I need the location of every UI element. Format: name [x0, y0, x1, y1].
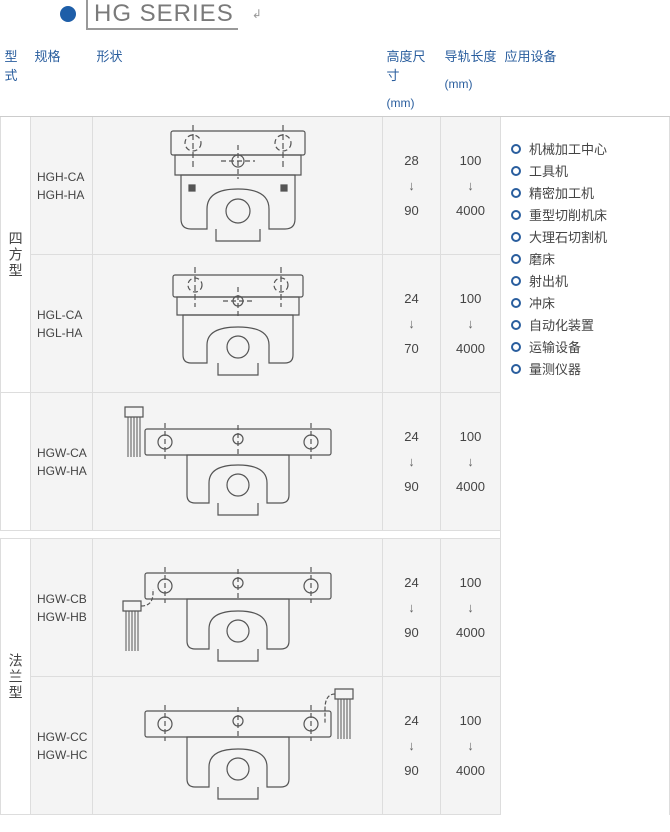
table-header-row: 型式 规格 形状 高度尺寸 (mm) 导轨长度 (mm) 应用设备 — [1, 36, 670, 117]
bullet-ring-icon — [511, 254, 521, 264]
col-type: 型式 — [1, 36, 31, 117]
down-arrow-icon: ↓ — [408, 738, 415, 753]
application-label: 运输设备 — [529, 337, 581, 356]
application-item: 冲床 — [511, 293, 663, 312]
shape-cell — [93, 117, 383, 255]
rail-cell: 100 ↓ 4000 — [441, 393, 501, 531]
title-bullet-icon — [60, 6, 76, 22]
bullet-ring-icon — [511, 364, 521, 374]
shape-cell — [93, 393, 383, 531]
rail-cell: 100 ↓ 4000 — [441, 539, 501, 677]
application-item: 射出机 — [511, 271, 663, 290]
application-item: 重型切削机床 — [511, 205, 663, 224]
spec-cell: HGW-CC HGW-HC — [31, 677, 93, 815]
down-arrow-icon: ↓ — [467, 178, 474, 193]
application-item: 磨床 — [511, 249, 663, 268]
diagram-hgh — [103, 123, 373, 248]
applications-cell: 机械加工中心工具机精密加工机重型切削机床大理石切割机磨床射出机冲床自动化装置运输… — [501, 117, 670, 815]
application-item: 运输设备 — [511, 337, 663, 356]
title-marker: ↲ — [252, 7, 262, 21]
col-height: 高度尺寸 (mm) — [383, 36, 441, 117]
down-arrow-icon: ↓ — [467, 454, 474, 469]
bullet-ring-icon — [511, 166, 521, 176]
bullet-ring-icon — [511, 276, 521, 286]
application-label: 射出机 — [529, 271, 568, 290]
bullet-ring-icon — [511, 232, 521, 242]
application-label: 自动化装置 — [529, 315, 594, 334]
diagram-hgw-ca — [103, 399, 373, 524]
application-label: 机械加工中心 — [529, 139, 607, 158]
diagram-hgw-cc — [103, 683, 373, 808]
spec-cell: HGW-CB HGW-HB — [31, 539, 93, 677]
col-shape: 形状 — [93, 36, 383, 117]
bullet-ring-icon — [511, 342, 521, 352]
rail-cell: 100 ↓ 4000 — [441, 255, 501, 393]
application-item: 大理石切割机 — [511, 227, 663, 246]
application-label: 磨床 — [529, 249, 555, 268]
application-label: 精密加工机 — [529, 183, 594, 202]
col-apps: 应用设备 — [501, 36, 670, 117]
col-spec: 规格 — [31, 36, 93, 117]
height-cell: 24 ↓ 90 — [383, 393, 441, 531]
bullet-ring-icon — [511, 210, 521, 220]
application-item: 量测仪器 — [511, 359, 663, 378]
application-item: 工具机 — [511, 161, 663, 180]
spec-cell: HGW-CA HGW-HA — [31, 393, 93, 531]
bullet-ring-icon — [511, 188, 521, 198]
shape-cell — [93, 255, 383, 393]
down-arrow-icon: ↓ — [467, 738, 474, 753]
application-label: 冲床 — [529, 293, 555, 312]
down-arrow-icon: ↓ — [408, 178, 415, 193]
rail-cell: 100 ↓ 4000 — [441, 117, 501, 255]
application-item: 自动化装置 — [511, 315, 663, 334]
bullet-ring-icon — [511, 320, 521, 330]
diagram-hgw-cb — [103, 545, 373, 670]
rail-cell: 100 ↓ 4000 — [441, 677, 501, 815]
bullet-ring-icon — [511, 144, 521, 154]
page-title: HG SERIES — [88, 0, 240, 28]
spec-cell: HGL-CA HGL-HA — [31, 255, 93, 393]
application-label: 大理石切割机 — [529, 227, 607, 246]
shape-cell — [93, 539, 383, 677]
height-cell: 24 ↓ 70 — [383, 255, 441, 393]
application-label: 量测仪器 — [529, 359, 581, 378]
height-cell: 24 ↓ 90 — [383, 677, 441, 815]
application-item: 机械加工中心 — [511, 139, 663, 158]
shape-cell — [93, 677, 383, 815]
bullet-ring-icon — [511, 298, 521, 308]
type-flange: 法兰型 — [1, 539, 31, 815]
height-cell: 28 ↓ 90 — [383, 117, 441, 255]
down-arrow-icon: ↓ — [467, 600, 474, 615]
application-label: 重型切削机床 — [529, 205, 607, 224]
down-arrow-icon: ↓ — [408, 600, 415, 615]
spec-cell: HGH-CA HGH-HA — [31, 117, 93, 255]
spec-table: 型式 规格 形状 高度尺寸 (mm) 导轨长度 (mm) 应用设备 四方型 HG… — [0, 36, 670, 815]
type-square: 四方型 — [1, 117, 31, 393]
down-arrow-icon: ↓ — [467, 316, 474, 331]
application-label: 工具机 — [529, 161, 568, 180]
table-row: 四方型 HGH-CA HGH-HA — [1, 117, 670, 255]
height-cell: 24 ↓ 90 — [383, 539, 441, 677]
down-arrow-icon: ↓ — [408, 454, 415, 469]
type-gap — [1, 393, 31, 531]
down-arrow-icon: ↓ — [408, 316, 415, 331]
diagram-hgl — [103, 261, 373, 386]
application-item: 精密加工机 — [511, 183, 663, 202]
col-rail: 导轨长度 (mm) — [441, 36, 501, 117]
